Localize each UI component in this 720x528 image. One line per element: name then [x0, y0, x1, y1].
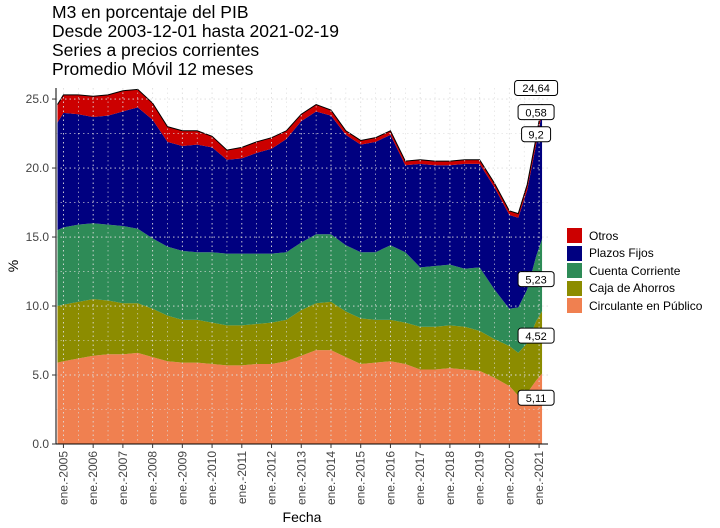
- x-tick-label: ene.-2020: [502, 451, 516, 505]
- total-outline: [57, 88, 543, 215]
- legend-item-plazos-fijos: Plazos Fijos: [566, 244, 702, 263]
- y-tick-label: 20.0: [26, 161, 50, 175]
- title-line-4: Promedio Móvil 12 meses: [52, 59, 254, 79]
- title-line-2: Desde 2003-12-01 hasta 2021-02-19: [52, 21, 340, 41]
- legend-swatch-otros: [566, 227, 583, 245]
- data-label-box: [517, 327, 555, 344]
- data-label-group: 5,23: [517, 271, 555, 288]
- data-label-box: [517, 104, 555, 121]
- data-label-group: 5,11: [517, 389, 555, 406]
- y-tick-label: 0.0: [32, 437, 49, 451]
- chart-legend: Otros Plazos Fijos Cuenta Corriente Caja…: [566, 227, 702, 315]
- legend-swatch-circulante: [566, 297, 583, 315]
- x-tick-label: ene.-2021: [532, 451, 546, 505]
- legend-item-otros: Otros: [566, 227, 702, 245]
- x-tick-label: ene.-2013: [294, 451, 308, 505]
- data-label: 24,64: [522, 83, 550, 95]
- data-label-box: [521, 126, 552, 143]
- y-axis-title: %: [5, 260, 21, 272]
- x-tick-label: ene.-2016: [383, 451, 397, 505]
- legend-label-circulante: Circulante en Público: [589, 298, 703, 313]
- data-label-group: 4,52: [517, 327, 555, 344]
- x-tick-label: ene.-2019: [473, 451, 487, 505]
- chart-title: M3 en porcentaje del PIB Desde 2003-12-0…: [52, 3, 339, 79]
- x-tick-label: ene.-2014: [324, 451, 338, 505]
- data-label-group: 0,58: [517, 104, 555, 121]
- area-caja-de-ahorros: [57, 299, 543, 396]
- x-tick-label: ene.-2010: [205, 451, 219, 505]
- x-tick-label: ene.-2005: [56, 451, 70, 505]
- x-tick-label: ene.-2017: [413, 451, 427, 505]
- data-label-box: [514, 80, 559, 96]
- y-tick-label: 10.0: [26, 299, 50, 313]
- data-label-group: 24,64: [514, 80, 559, 96]
- legend-swatch-caja-de-ahorros: [566, 279, 583, 297]
- x-tick-label: ene.-2006: [86, 451, 100, 505]
- legend-label-plazos-fijos: Plazos Fijos: [589, 246, 654, 261]
- area-cuenta-corriente: [57, 223, 543, 353]
- data-label-group: 9,2: [521, 126, 552, 143]
- data-label-box: [517, 271, 555, 288]
- legend-label-caja-de-ahorros: Caja de Ahorros: [589, 281, 676, 296]
- data-label: 0,58: [525, 107, 546, 119]
- data-label: 5,23: [525, 274, 546, 286]
- x-axis-title: Fecha: [283, 509, 322, 525]
- x-tick-label: ene.-2007: [116, 451, 130, 505]
- data-label: 5,11: [526, 393, 547, 405]
- title-line-3: Series a precios corrientes: [52, 40, 260, 60]
- data-label: 9,2: [528, 129, 543, 141]
- title-line-1: M3 en porcentaje del PIB: [52, 2, 249, 22]
- y-tick-label: 15.0: [26, 230, 50, 244]
- y-tick-label: 25.0: [26, 92, 50, 106]
- y-tick-label: 5.0: [32, 368, 49, 382]
- legend-item-cuenta-corriente: Cuenta Corriente: [566, 262, 702, 280]
- x-tick-label: ene.-2015: [354, 451, 368, 505]
- x-tick-label: ene.-2008: [146, 451, 160, 505]
- legend-item-caja-de-ahorros: Caja de Ahorros: [566, 279, 702, 298]
- data-label: 4,52: [525, 331, 546, 343]
- legend-item-circulante: Circulante en Público: [566, 297, 702, 315]
- x-tick-label: ene.-2018: [443, 451, 457, 505]
- legend-swatch-plazos-fijos: [566, 244, 583, 262]
- legend-label-cuenta-corriente: Cuenta Corriente: [589, 263, 681, 278]
- area-circulante-en-publico: [57, 350, 543, 444]
- x-tick-label: ene.-2012: [265, 451, 279, 505]
- legend-swatch-cuenta-corriente: [566, 262, 583, 280]
- area-plazos-fijos: [57, 107, 543, 309]
- x-tick-label: ene.-2009: [175, 451, 189, 505]
- data-label-box: [517, 389, 555, 406]
- area-otros: [57, 89, 543, 218]
- x-tick-label: ene.-2011: [235, 451, 249, 504]
- legend-label-otros: Otros: [589, 228, 619, 243]
